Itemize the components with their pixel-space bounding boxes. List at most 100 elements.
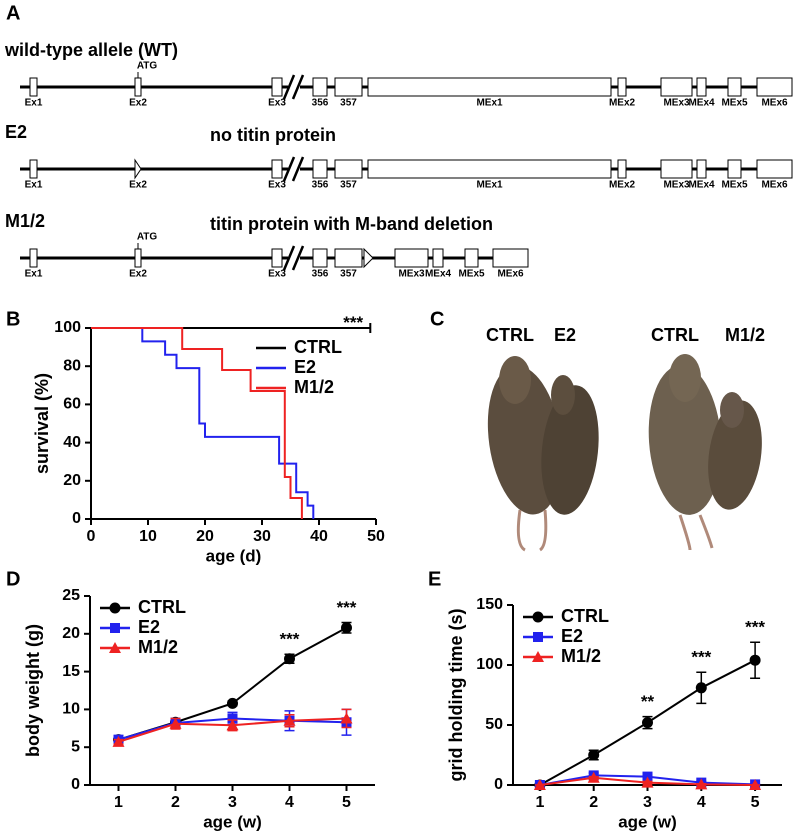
significance-label: *** (337, 598, 357, 617)
exon (617, 159, 627, 179)
legend-label: M1/2 (138, 637, 178, 657)
marker (227, 697, 238, 709)
mouse-photo: CTRL E2 CTRL M1/2 (486, 325, 765, 552)
panel-label: A (6, 2, 20, 24)
marker (283, 714, 296, 726)
panel-label: E (428, 568, 441, 590)
marker (340, 712, 353, 724)
marker (109, 602, 121, 614)
marker (587, 771, 600, 783)
break-mark (282, 245, 305, 271)
exon-label: MEx3 (663, 98, 690, 109)
exon (617, 77, 627, 97)
marker (226, 719, 239, 731)
x-tick-label: 2 (171, 794, 180, 811)
significance-label: ** (641, 692, 655, 711)
marker (169, 717, 182, 729)
y-tick-label: 80 (63, 357, 81, 374)
significance-label: *** (691, 648, 711, 667)
exon-label: MEx4 (688, 180, 715, 191)
exon (727, 159, 742, 179)
legend-label: M1/2 (294, 377, 334, 397)
x-tick-label: 4 (697, 794, 706, 811)
exon-label: MEx1 (476, 180, 503, 191)
marker (642, 717, 653, 729)
exon-label: Ex2 (129, 98, 147, 109)
x-tick-label: 5 (751, 794, 760, 811)
exon-label: 357 (340, 98, 357, 109)
y-tick-label: 0 (71, 776, 80, 793)
atg-label: ATG (137, 232, 158, 243)
exon (432, 248, 444, 268)
y-tick-label: 20 (63, 472, 81, 489)
exon (312, 248, 328, 268)
exon (696, 77, 707, 97)
y-tick-label: 60 (63, 396, 81, 413)
x-tick-label: 50 (367, 528, 385, 545)
exon (271, 159, 283, 179)
marker (532, 651, 544, 662)
x-tick-label: 0 (87, 528, 96, 545)
allele-note: titin protein with M-band deletion (210, 214, 493, 234)
x-tick-label: 4 (285, 794, 294, 811)
legend-label: E2 (138, 617, 160, 637)
exon (334, 248, 363, 268)
exon (492, 248, 529, 268)
exon-label: Ex3 (268, 269, 286, 280)
photo-label: E2 (554, 325, 576, 345)
exon-label: Ex1 (25, 98, 43, 109)
y-tick-label: 0 (494, 776, 503, 793)
y-tick-label: 0 (72, 510, 81, 527)
exon (367, 159, 612, 179)
exon-label: MEx3 (398, 269, 425, 280)
exon (756, 159, 793, 179)
marker (749, 779, 762, 790)
exon (464, 248, 479, 268)
exon-label: MEx6 (761, 98, 788, 109)
exon (394, 248, 429, 268)
exon-label: Ex2 (129, 180, 147, 191)
marker (284, 653, 295, 665)
exon-label: MEx6 (761, 180, 788, 191)
marker (588, 749, 600, 761)
exon (134, 77, 142, 97)
exon-label: 357 (340, 180, 357, 191)
y-tick-label: 5 (71, 738, 80, 755)
exon (334, 77, 363, 97)
x-tick-label: 40 (310, 528, 328, 545)
exon-label: MEx5 (721, 180, 748, 191)
y-tick-label: 100 (54, 319, 81, 336)
exon-label: MEx2 (609, 180, 636, 191)
exon (134, 248, 142, 268)
exon-label: 356 (312, 269, 329, 280)
x-tick-label: 5 (342, 794, 351, 811)
marker (533, 632, 543, 642)
exon-label: MEx5 (721, 98, 748, 109)
legend-label: E2 (561, 626, 583, 646)
exon (756, 77, 793, 97)
x-axis-label: age (d) (206, 546, 262, 565)
exon (312, 159, 328, 179)
exon (29, 248, 38, 268)
exon-label: MEx3 (663, 180, 690, 191)
exon-label: 357 (340, 269, 357, 280)
y-axis-label: body weight (g) (23, 624, 43, 757)
exon (312, 77, 328, 97)
exon (29, 159, 38, 179)
y-axis-label: grid holding time (s) (446, 609, 466, 782)
exon (271, 248, 283, 268)
legend-label: CTRL (294, 337, 342, 357)
exon (367, 77, 612, 97)
exon-label: MEx4 (425, 269, 452, 280)
y-tick-label: 25 (62, 587, 80, 604)
significance-label: *** (343, 313, 363, 332)
exon (29, 77, 38, 97)
marker (695, 778, 708, 790)
x-axis-label: age (w) (618, 812, 677, 831)
legend-label: CTRL (561, 606, 609, 626)
exon-label: Ex1 (25, 180, 43, 191)
legend-label: E2 (294, 357, 316, 377)
marker (109, 642, 121, 653)
exon-label: MEx6 (497, 269, 524, 280)
